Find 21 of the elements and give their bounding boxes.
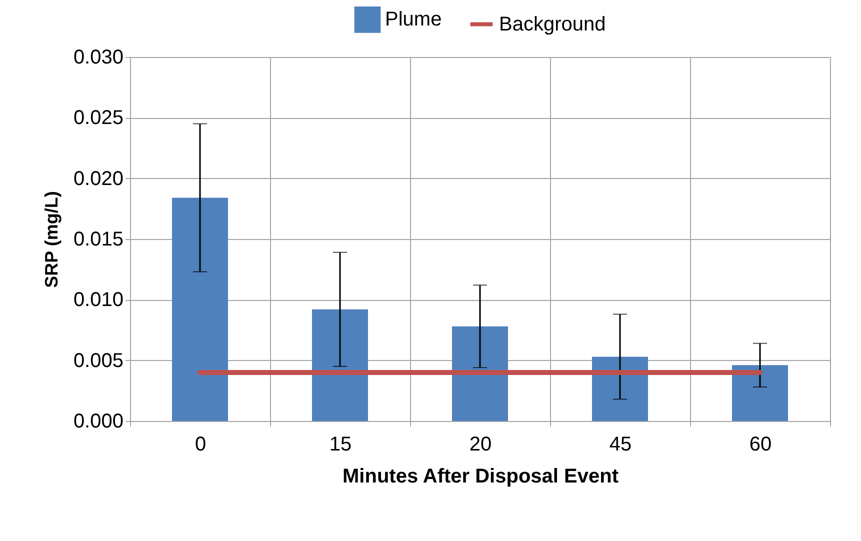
y-tick-label: 0.010 bbox=[73, 289, 124, 312]
x-tick-label: 15 bbox=[329, 434, 352, 456]
bar bbox=[172, 198, 228, 421]
y-tick-label: 0.005 bbox=[73, 350, 124, 372]
y-axis-title: SRP (mg/L) bbox=[41, 191, 62, 288]
y-tick-label: 0.015 bbox=[73, 228, 124, 250]
y-tick-label: 0.000 bbox=[73, 410, 124, 432]
y-tick-label: 0.020 bbox=[73, 168, 124, 190]
x-tick-label: 20 bbox=[469, 434, 492, 456]
bar bbox=[312, 309, 368, 421]
y-tick-label: 0.025 bbox=[73, 107, 124, 130]
bar bbox=[592, 356, 648, 421]
legend-label: Plume bbox=[385, 8, 442, 31]
x-axis-title: Minutes After Disposal Event bbox=[342, 466, 619, 488]
legend-label: Background bbox=[499, 13, 606, 36]
bar bbox=[732, 365, 788, 421]
x-tick-label: 60 bbox=[749, 434, 772, 456]
x-tick-label: 45 bbox=[609, 434, 632, 456]
bar bbox=[452, 326, 508, 421]
x-tick-label: 0 bbox=[194, 434, 206, 456]
y-tick-label: 0.030 bbox=[73, 46, 124, 68]
